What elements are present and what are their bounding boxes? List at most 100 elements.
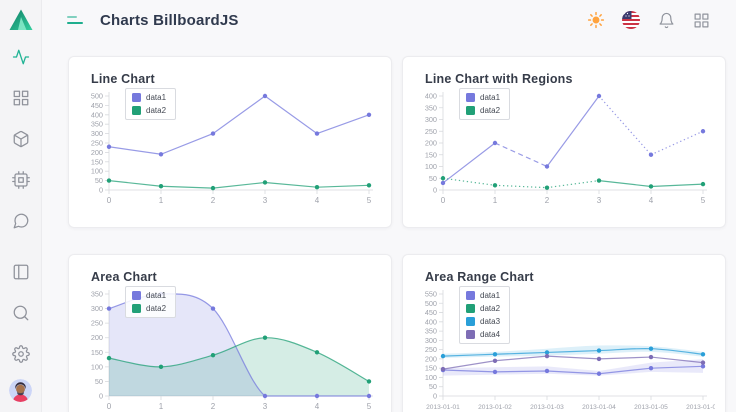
grid-icon [12, 89, 30, 107]
legend-item-data1[interactable]: data1 [466, 92, 500, 103]
svg-text:1: 1 [159, 402, 164, 411]
svg-text:350: 350 [91, 290, 103, 299]
svg-text:150: 150 [91, 157, 103, 166]
svg-text:200: 200 [425, 354, 437, 363]
chart-legend: data1 data2 [125, 88, 176, 120]
svg-text:250: 250 [91, 319, 103, 328]
svg-text:2013-01-03: 2013-01-03 [530, 404, 564, 411]
triangle-logo-icon [8, 8, 34, 32]
legend-item-data2[interactable]: data2 [132, 105, 166, 116]
svg-text:3: 3 [263, 402, 268, 411]
shortcuts-button[interactable] [690, 9, 712, 31]
svg-text:350: 350 [91, 120, 103, 129]
svg-text:0: 0 [433, 392, 437, 401]
svg-text:0: 0 [441, 196, 446, 205]
legend-label: data4 [480, 329, 500, 340]
svg-text:400: 400 [425, 317, 437, 326]
svg-text:50: 50 [429, 382, 437, 391]
area-range-chart-card: Area Range Chart 05010015020025030035040… [402, 254, 726, 412]
bell-icon [658, 12, 675, 29]
chart-title: Line Chart with Regions [403, 57, 725, 86]
sidebar-item-search[interactable] [10, 302, 32, 324]
legend-label: data2 [480, 105, 500, 116]
svg-text:200: 200 [425, 139, 437, 148]
svg-text:1: 1 [493, 196, 498, 205]
svg-text:100: 100 [91, 362, 103, 371]
apps-grid-icon [693, 12, 710, 29]
svg-text:100: 100 [91, 167, 103, 176]
legend-item-data3[interactable]: data3 [466, 316, 500, 327]
language-button[interactable] [620, 9, 642, 31]
legend-label: data2 [480, 303, 500, 314]
header: Charts BillboardJS [42, 0, 736, 40]
sidebar-item-charts[interactable] [10, 46, 32, 68]
sun-icon [587, 11, 605, 29]
chart-title: Area Range Chart [403, 255, 725, 284]
legend-swatch [466, 330, 475, 339]
svg-text:0: 0 [433, 186, 437, 195]
svg-text:200: 200 [91, 148, 103, 157]
chart-legend: data1 data2 [459, 88, 510, 120]
legend-label: data1 [146, 92, 166, 103]
svg-text:5: 5 [367, 402, 372, 411]
svg-text:3: 3 [263, 196, 268, 205]
legend-item-data1[interactable]: data1 [132, 92, 166, 103]
legend-label: data1 [480, 92, 500, 103]
us-flag-icon [622, 11, 640, 29]
legend-label: data1 [480, 290, 500, 301]
legend-label: data2 [146, 105, 166, 116]
svg-text:500: 500 [425, 299, 437, 308]
sidebar-nav-bottom [10, 261, 32, 365]
legend-item-data1[interactable]: data1 [132, 290, 166, 301]
sidebar-item-docs[interactable] [10, 261, 32, 283]
svg-text:5: 5 [701, 196, 706, 205]
legend-item-data2[interactable]: data2 [466, 303, 500, 314]
theme-toggle-button[interactable] [585, 9, 607, 31]
box-icon [12, 130, 30, 148]
sidebar-item-settings[interactable] [10, 343, 32, 365]
svg-text:2: 2 [211, 402, 216, 411]
line-chart-card: Line Chart 05010015020025030035040045050… [68, 56, 392, 228]
main-area: Charts BillboardJS [42, 0, 736, 412]
legend-item-data2[interactable]: data2 [466, 105, 500, 116]
svg-text:2: 2 [545, 196, 550, 205]
sidebar-item-dashboard[interactable] [10, 87, 32, 109]
sidebar-item-messages[interactable] [10, 210, 32, 232]
area-chart-card: Area Chart 050100150200250300350012345da… [68, 254, 392, 412]
svg-text:400: 400 [425, 92, 437, 101]
svg-text:100: 100 [425, 162, 437, 171]
svg-text:50: 50 [95, 176, 103, 185]
notifications-button[interactable] [655, 9, 677, 31]
app-logo[interactable] [8, 8, 34, 32]
svg-text:550: 550 [425, 290, 437, 299]
svg-text:4: 4 [649, 196, 654, 205]
sidebar-item-system[interactable] [10, 169, 32, 191]
svg-text:300: 300 [91, 304, 103, 313]
cpu-icon [12, 171, 30, 189]
svg-text:150: 150 [91, 348, 103, 357]
legend-item-data2[interactable]: data2 [132, 303, 166, 314]
legend-swatch [466, 317, 475, 326]
legend-swatch [132, 304, 141, 313]
svg-text:250: 250 [91, 139, 103, 148]
svg-text:2013-01-01: 2013-01-01 [426, 404, 460, 411]
svg-text:500: 500 [91, 92, 103, 101]
legend-label: data3 [480, 316, 500, 327]
header-actions [585, 9, 712, 31]
user-avatar[interactable] [9, 379, 32, 402]
svg-text:400: 400 [91, 110, 103, 119]
legend-swatch [132, 106, 141, 115]
legend-swatch [132, 93, 141, 102]
menu-toggle-icon[interactable] [67, 16, 83, 24]
svg-text:1: 1 [159, 196, 164, 205]
sidebar-item-components[interactable] [10, 128, 32, 150]
sidebar [0, 0, 42, 412]
svg-text:4: 4 [315, 196, 320, 205]
page-title: Charts BillboardJS [100, 12, 239, 29]
legend-item-data1[interactable]: data1 [466, 290, 500, 301]
legend-item-data4[interactable]: data4 [466, 329, 500, 340]
svg-text:300: 300 [91, 129, 103, 138]
svg-text:250: 250 [425, 127, 437, 136]
svg-text:350: 350 [425, 327, 437, 336]
legend-label: data1 [146, 290, 166, 301]
